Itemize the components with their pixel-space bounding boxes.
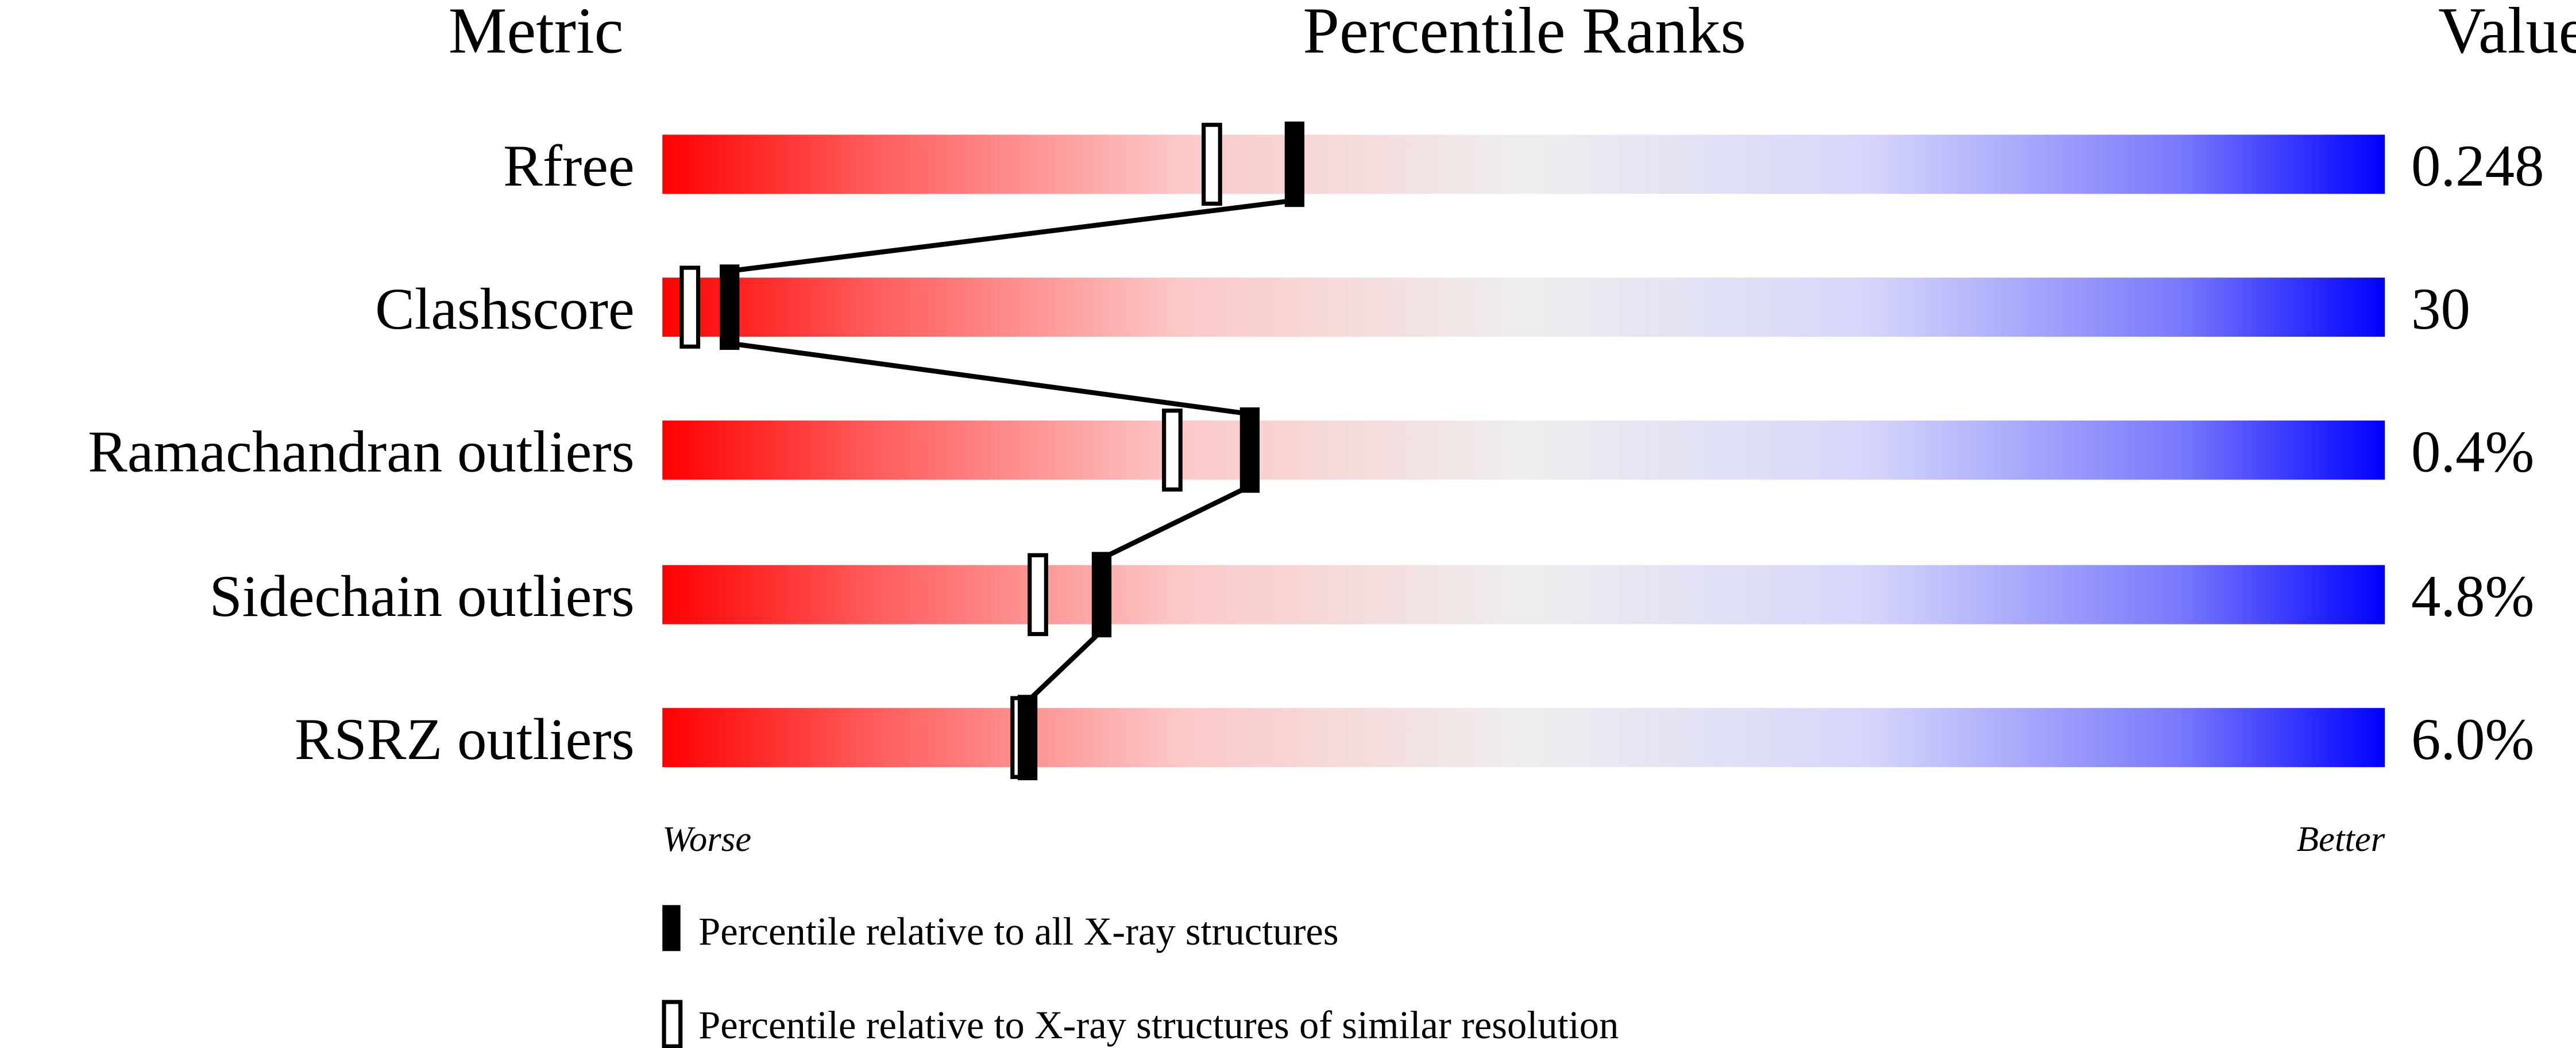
worse-label: Worse — [662, 819, 751, 859]
better-label: Better — [2297, 819, 2385, 859]
all-structures-marker — [1091, 552, 1112, 638]
connector-line — [1100, 484, 1251, 561]
metric-value: 0.4% — [2411, 419, 2534, 485]
metric-label: Ramachandran outliers — [88, 419, 635, 485]
connector-line — [729, 198, 1295, 273]
similar-resolution-marker — [679, 265, 701, 349]
metric-value: 6.0% — [2411, 707, 2534, 772]
legend-filled-label: Percentile relative to all X-ray structu… — [698, 910, 1338, 953]
header-value: Value — [2438, 0, 2576, 67]
percentile-bar — [662, 420, 2385, 480]
header-metric: Metric — [449, 0, 624, 67]
all-structures-marker — [720, 264, 740, 350]
similar-resolution-marker — [1162, 409, 1183, 492]
metric-label: RSRZ outliers — [295, 707, 635, 772]
percentile-bar — [662, 134, 2385, 194]
all-structures-marker — [1239, 407, 1260, 493]
metric-label: Rfree — [503, 133, 635, 199]
connector-line — [729, 341, 1250, 417]
legend-open-marker — [662, 1000, 683, 1048]
header-percentile-ranks: Percentile Ranks — [1303, 0, 1746, 67]
metric-label: Clashscore — [375, 276, 635, 342]
all-structures-marker — [1284, 121, 1305, 207]
percentile-bar — [662, 565, 2385, 625]
similar-resolution-marker — [1028, 553, 1048, 637]
legend-open-label: Percentile relative to X-ray structures … — [698, 1003, 1619, 1047]
metric-value: 0.248 — [2411, 133, 2544, 199]
all-structures-marker — [1017, 695, 1038, 780]
metric-label: Sidechain outliers — [209, 564, 634, 629]
similar-resolution-marker — [1202, 122, 1222, 206]
connector-line — [1026, 629, 1103, 703]
metric-value: 30 — [2411, 276, 2470, 342]
legend-filled-marker — [662, 905, 681, 951]
percentile-bar — [662, 708, 2385, 768]
metric-value: 4.8% — [2411, 564, 2534, 629]
percentile-bar — [662, 278, 2385, 337]
